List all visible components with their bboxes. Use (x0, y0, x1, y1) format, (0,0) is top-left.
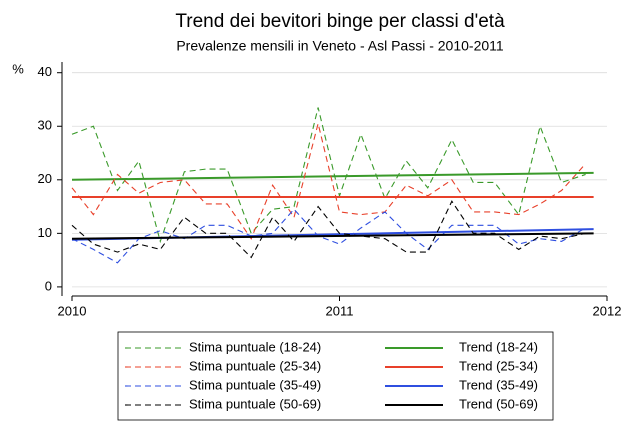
x-tick-label: 2012 (593, 303, 622, 318)
legend-label: Trend (18-24) (459, 339, 538, 354)
legend-label: Stima puntuale (18-24) (189, 339, 321, 354)
x-tick-label: 2011 (326, 303, 354, 318)
chart-title: Trend dei bevitori binge per classi d'et… (175, 11, 505, 32)
legend-label: Stima puntuale (25-34) (189, 358, 321, 373)
estimate-line (71, 123, 587, 240)
y-axis-label: % (12, 61, 24, 76)
estimate-line (71, 200, 586, 259)
y-tick-label: 0 (45, 278, 52, 293)
estimate-line (71, 208, 586, 264)
chart-subtitle: Prevalenze mensili in Veneto - Asl Passi… (176, 38, 504, 54)
legend-label: Trend (25-34) (459, 358, 538, 373)
y-tick-label: 20 (38, 171, 52, 186)
trend-line (71, 232, 594, 240)
legend-label: Stima puntuale (50-69) (189, 396, 321, 411)
y-tick-label: 10 (38, 225, 52, 240)
legend-box (117, 331, 554, 421)
x-tick-label: 2010 (58, 303, 87, 318)
trend-line (71, 171, 594, 181)
legend-label: Trend (35-49) (459, 377, 538, 392)
estimate-line (71, 107, 586, 244)
y-tick-label: 30 (38, 118, 52, 133)
y-tick-label: 40 (38, 64, 52, 79)
legend-label: Trend (50-69) (459, 396, 538, 411)
legend-label: Stima puntuale (35-49) (189, 377, 321, 392)
